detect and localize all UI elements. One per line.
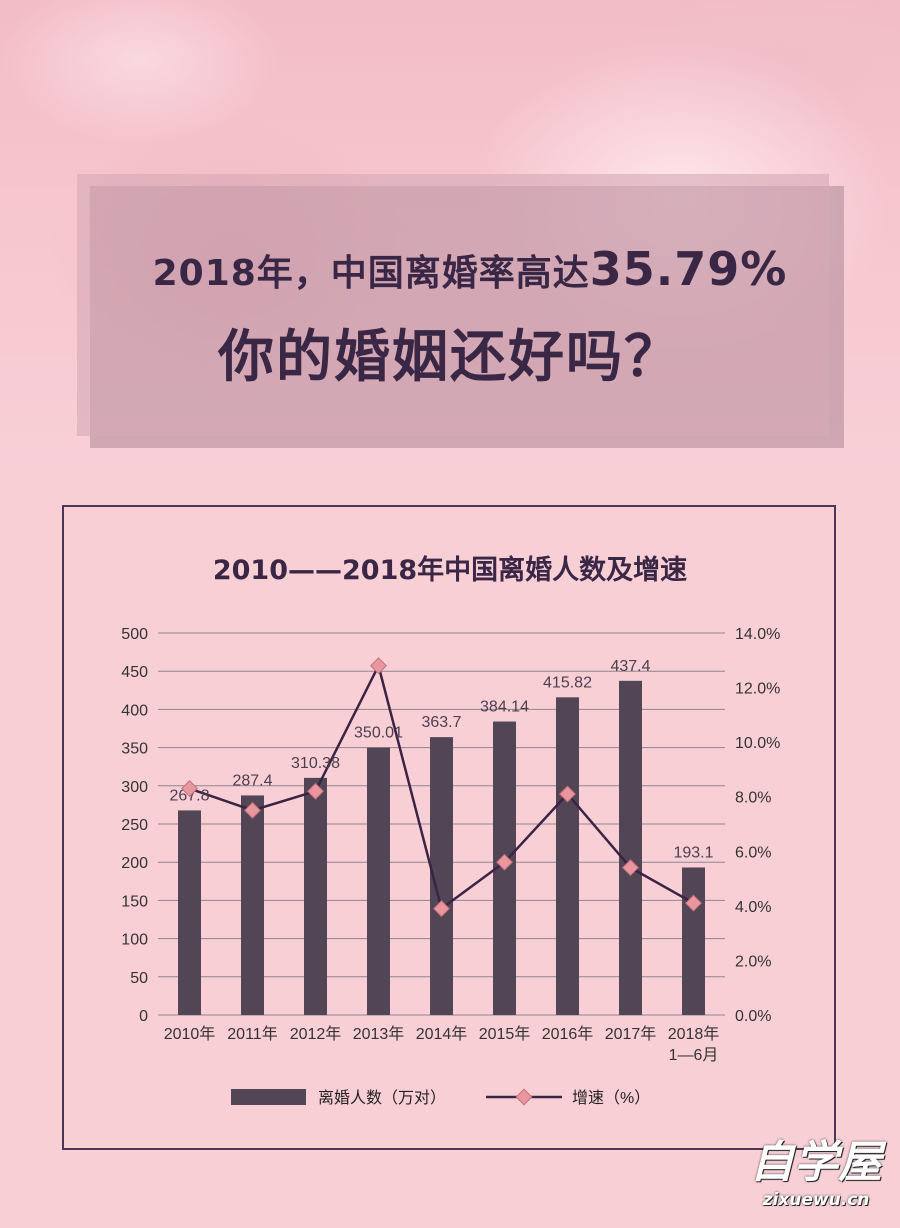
legend-bar-label: 离婚人数（万对） [318,1089,446,1107]
x-tick-label: 2015年 [479,1025,531,1043]
growth-marker [307,782,324,800]
y-right-tick-label: 6.0% [735,844,771,861]
bar-value-label: 437.4 [610,658,650,675]
y-right-tick-label: 12.0% [735,681,780,698]
y-right-tick-label: 8.0% [735,790,771,807]
bar-value-label: 310.38 [291,755,340,772]
chart-frame [62,505,836,1150]
bar [619,680,642,1015]
growth-marker [433,900,450,918]
growth-marker [244,801,261,819]
y-left-tick-label: 400 [121,702,148,719]
bar [430,737,453,1015]
y-left-tick-label: 200 [121,855,148,872]
growth-marker [370,657,387,675]
x-tick-label: 2013年 [353,1025,405,1043]
bar [241,795,264,1015]
headline-line-1: 2018年，中国离婚率高达35.79% [0,242,900,296]
chart-title: 2010——2018年中国离婚人数及增速 [212,555,688,586]
watermark-url: zixuewu.cn [762,1190,870,1210]
y-left-tick-label: 500 [121,626,148,643]
y-left-tick-label: 300 [121,779,148,796]
growth-marker [622,859,639,877]
y-left-tick-label: 350 [121,741,148,758]
x-tick-label: 2016年 [542,1025,594,1043]
bar [178,810,201,1015]
x-tick-label: 2011年 [227,1025,277,1043]
y-right-tick-label: 10.0% [735,735,780,752]
y-right-tick-label: 14.0% [735,626,780,643]
headline-panel [77,174,829,436]
x-tick-label: 2014年 [416,1025,468,1043]
bar [682,867,705,1015]
bar-value-label: 193.1 [673,844,713,861]
watermark-name: 自学屋 [750,1137,882,1188]
legend-line-label: 增速（%） [572,1089,650,1107]
y-left-tick-label: 0 [139,1008,148,1025]
y-right-tick-label: 0.0% [735,1008,771,1025]
bar-value-label: 384.14 [480,699,529,716]
bar-value-label: 287.4 [232,772,272,789]
x-tick-label: 2018年 [668,1025,720,1043]
growth-marker [496,853,513,871]
y-right-tick-label: 2.0% [735,953,771,970]
x-tick-label: 2010年 [164,1025,216,1043]
x-tick-label: 2012年 [290,1025,342,1043]
x-tick-label: 1—6月 [669,1047,719,1064]
bar [367,747,390,1015]
growth-marker [181,780,198,798]
bar [556,697,579,1015]
bar-value-label: 350.01 [354,725,403,742]
y-left-tick-label: 100 [121,932,148,949]
growth-marker [685,894,702,912]
y-left-tick-label: 250 [121,817,148,834]
x-tick-label: 2017年 [605,1025,657,1043]
divorce-rate: 35.79% [589,242,788,296]
bar [304,777,327,1015]
y-right-tick-label: 4.0% [735,899,771,916]
legend-bar-swatch [231,1089,306,1105]
headline-question: 你的婚姻还好吗？ [218,325,682,390]
y-left-tick-label: 150 [121,893,148,910]
legend-line-marker [515,1088,533,1106]
bar-value-label: 415.82 [543,674,592,691]
growth-marker [559,785,576,803]
watermark: 自学屋 zixuewu.cn [750,1126,882,1210]
y-left-tick-label: 450 [121,664,148,681]
bar-value-label: 363.7 [421,714,461,731]
headline-prefix: 2018年，中国离婚率高达 [152,253,590,294]
y-left-tick-label: 50 [130,970,148,987]
